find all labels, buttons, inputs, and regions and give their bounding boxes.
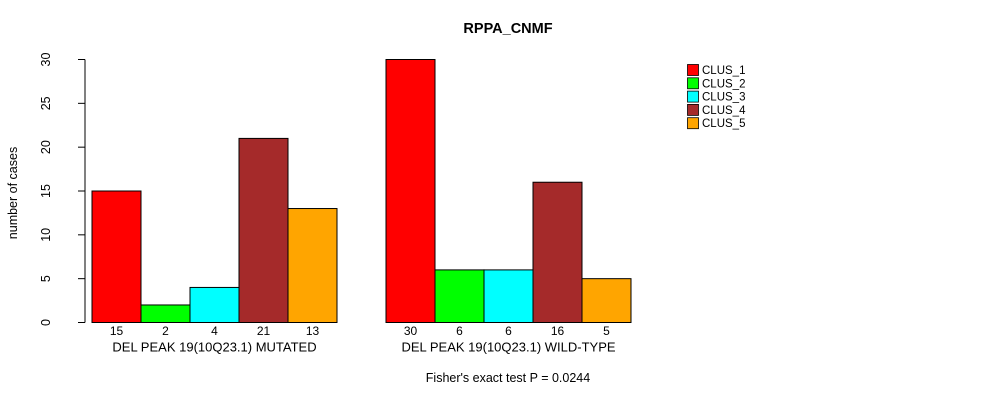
legend-label: CLUS_1 [702, 65, 745, 77]
y-axis-tick-label: 15 [39, 184, 53, 198]
legend-swatch-clus_2 [687, 77, 699, 90]
legend-label: CLUS_4 [702, 105, 746, 117]
bar-clus_4 [532, 181, 583, 323]
group-axis-label: DEL PEAK 19(10Q23.1) WILD-TYPE [401, 340, 615, 355]
bar-value-label: 5 [603, 324, 610, 338]
bar-value-label: 6 [456, 324, 463, 338]
bar-clus_5 [581, 278, 632, 323]
bar-clus_5 [287, 208, 338, 324]
fisher-test-annotation: Fisher's exact test P = 0.0244 [425, 371, 591, 385]
y-axis-tick-label: 5 [39, 275, 53, 282]
legend-swatch-clus_3 [687, 90, 699, 103]
y-axis-tick-label: 30 [39, 53, 53, 67]
legend-label: CLUS_3 [702, 92, 745, 104]
legend-swatch-clus_4 [687, 104, 699, 116]
bar-clus_3 [483, 269, 534, 323]
bar-clus_3 [189, 286, 240, 323]
bar-value-label: 16 [551, 324, 565, 338]
group-axis-label: DEL PEAK 19(10Q23.1) MUTATED [112, 340, 316, 355]
bar-value-label: 15 [110, 324, 124, 338]
bar-value-label: 13 [306, 324, 320, 338]
bar-clus_2 [434, 269, 485, 323]
bar-value-label: 4 [211, 324, 218, 338]
y-axis-tick-label: 0 [39, 319, 53, 326]
bar-clus_1 [385, 59, 436, 323]
chart-title: RPPA_CNMF [463, 21, 553, 37]
bar-value-label: 30 [404, 324, 418, 338]
y-axis-tick-label: 25 [39, 96, 53, 110]
y-axis-label: number of cases [6, 146, 20, 240]
bar-value-label: 6 [505, 324, 512, 338]
bar-value-label: 21 [257, 324, 271, 338]
bar-clus_4 [238, 137, 289, 323]
legend-label: CLUS_5 [702, 118, 745, 130]
bar-value-label: 2 [162, 324, 169, 338]
y-axis-tick-label: 20 [39, 140, 53, 154]
y-axis-tick-label: 10 [39, 228, 53, 242]
legend-swatch-clus_5 [687, 117, 699, 130]
legend-label: CLUS_2 [702, 78, 745, 90]
bar-clus_1 [91, 190, 142, 323]
legend-swatch-clus_1 [687, 64, 699, 76]
bar-clus_2 [140, 304, 191, 324]
